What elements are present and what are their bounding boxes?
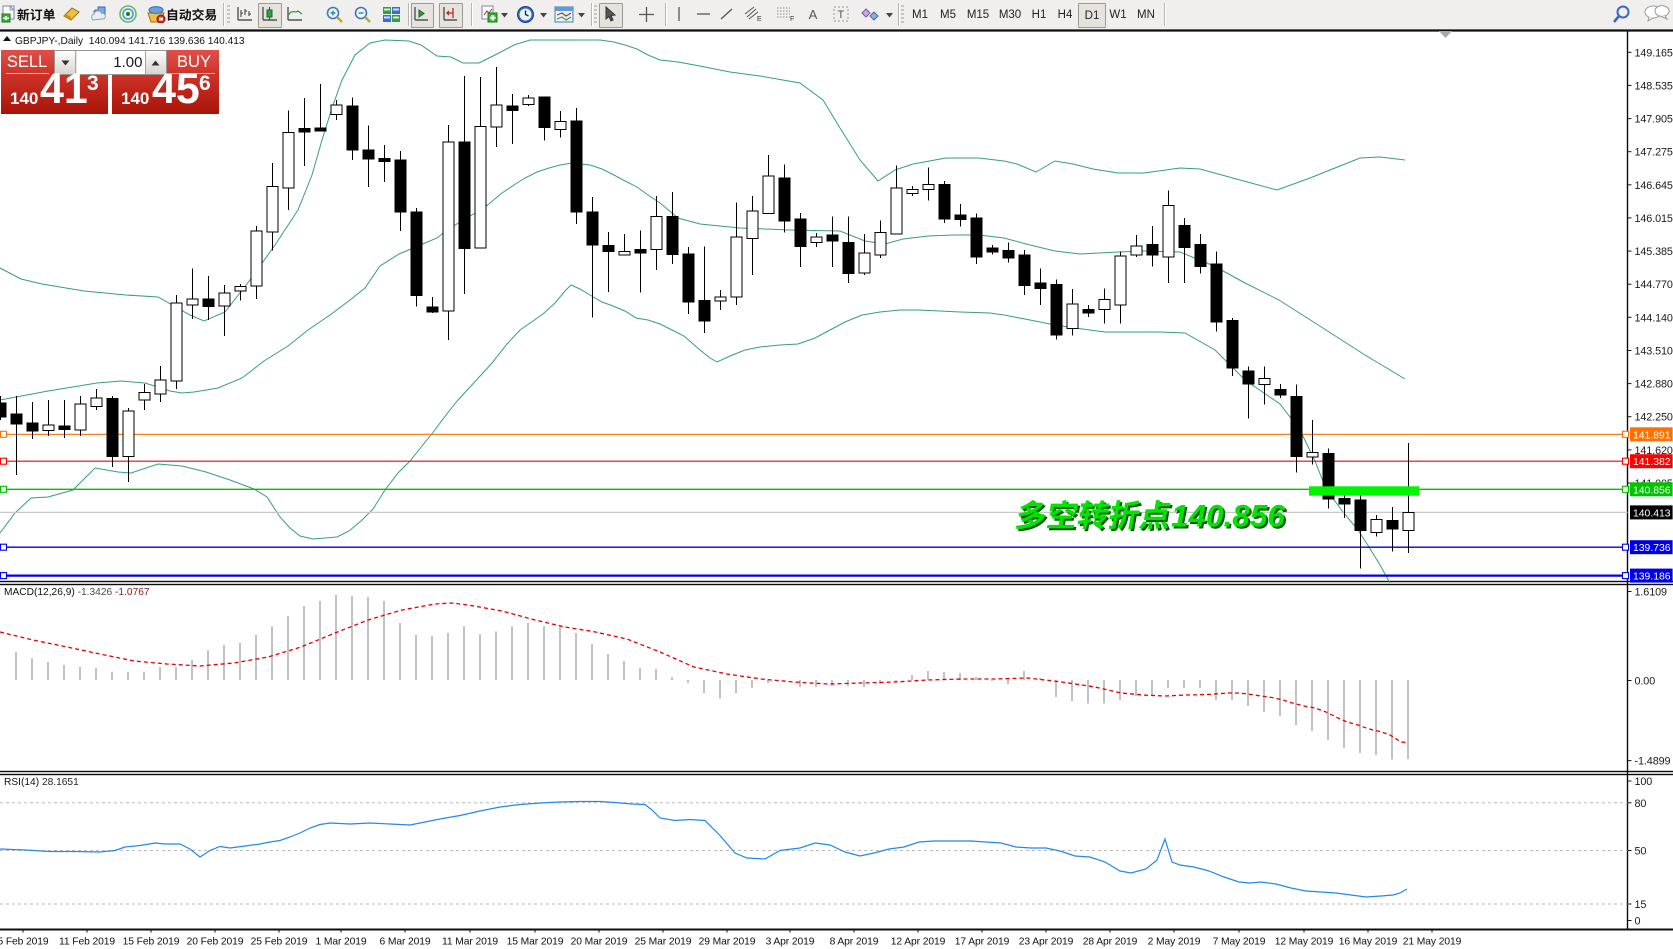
svg-text:28 Apr 2019: 28 Apr 2019 (1083, 937, 1138, 948)
svg-text:20 Feb 2019: 20 Feb 2019 (187, 937, 244, 948)
svg-text:147.275: 147.275 (1635, 147, 1673, 159)
svg-text:141.382: 141.382 (1633, 457, 1671, 468)
svg-text:50: 50 (1635, 846, 1647, 858)
svg-text:141.891: 141.891 (1633, 430, 1671, 441)
svg-text:0: 0 (1635, 916, 1641, 928)
svg-text:15 Feb 2019: 15 Feb 2019 (123, 937, 180, 948)
svg-text:RSI(14) 28.1651: RSI(14) 28.1651 (4, 777, 79, 788)
svg-text:100: 100 (1635, 776, 1653, 788)
svg-text:15 Mar 2019: 15 Mar 2019 (507, 937, 564, 948)
svg-text:139.186: 139.186 (1633, 572, 1671, 583)
svg-text:144.140: 144.140 (1635, 312, 1673, 324)
svg-text:146.645: 146.645 (1635, 180, 1673, 192)
svg-text:15: 15 (1635, 899, 1647, 911)
svg-text:23 Apr 2019: 23 Apr 2019 (1019, 937, 1074, 948)
svg-text:3 Apr 2019: 3 Apr 2019 (766, 937, 815, 948)
svg-text:148.535: 148.535 (1635, 80, 1673, 92)
svg-text:140.856: 140.856 (1633, 485, 1671, 496)
svg-text:20 Mar 2019: 20 Mar 2019 (571, 937, 628, 948)
svg-text:T: T (838, 9, 845, 21)
svg-text:5 Feb 2019: 5 Feb 2019 (0, 937, 49, 948)
svg-text:-1.4899: -1.4899 (1635, 756, 1671, 768)
svg-text:142.880: 142.880 (1635, 379, 1673, 391)
svg-text:139.736: 139.736 (1633, 543, 1671, 554)
svg-text:11 Mar 2019: 11 Mar 2019 (442, 937, 498, 948)
svg-text:MACD(12,26,9) -1.3426 -1.0767: MACD(12,26,9) -1.3426 -1.0767 (4, 587, 150, 598)
svg-text:140.856: 140.856 (1173, 500, 1287, 536)
svg-text:8 Apr 2019: 8 Apr 2019 (830, 937, 879, 948)
svg-text:12 Apr 2019: 12 Apr 2019 (891, 937, 946, 948)
svg-text:11 Feb 2019: 11 Feb 2019 (59, 937, 115, 948)
svg-text:143.510: 143.510 (1635, 346, 1673, 358)
svg-text:6 Mar 2019: 6 Mar 2019 (379, 937, 430, 948)
svg-text:29 Mar 2019: 29 Mar 2019 (699, 937, 756, 948)
svg-text:0.00: 0.00 (1635, 676, 1656, 688)
svg-text:12 May 2019: 12 May 2019 (1275, 937, 1334, 948)
svg-text:149.165: 149.165 (1635, 47, 1673, 59)
svg-text:1 Mar 2019: 1 Mar 2019 (315, 937, 366, 948)
svg-text:16 May 2019: 16 May 2019 (1339, 937, 1398, 948)
svg-text:7 May 2019: 7 May 2019 (1213, 937, 1266, 948)
svg-text:140.413: 140.413 (1633, 508, 1671, 519)
svg-text:144.770: 144.770 (1635, 279, 1673, 291)
svg-text:25 Mar 2019: 25 Mar 2019 (635, 937, 692, 948)
svg-text:140.856: 140.856 (1171, 498, 1285, 534)
svg-text:141.620: 141.620 (1635, 445, 1673, 457)
svg-text:1.6109: 1.6109 (1635, 587, 1668, 599)
svg-text:80: 80 (1635, 798, 1647, 810)
svg-text:142.250: 142.250 (1635, 412, 1673, 424)
svg-text:GBPJPY-,Daily 140.094 141.716: GBPJPY-,Daily 140.094 141.716 139.636 14… (15, 36, 245, 47)
svg-text:2 May 2019: 2 May 2019 (1148, 937, 1201, 948)
svg-text:146.015: 146.015 (1635, 213, 1673, 225)
svg-text:F: F (790, 16, 794, 23)
svg-text:E: E (757, 16, 762, 23)
svg-text:25 Feb 2019: 25 Feb 2019 (251, 937, 308, 948)
svg-text:17 Apr 2019: 17 Apr 2019 (955, 937, 1010, 948)
svg-text:145.385: 145.385 (1635, 246, 1673, 258)
svg-text:21 May 2019: 21 May 2019 (1403, 937, 1462, 948)
svg-text:147.905: 147.905 (1635, 114, 1673, 126)
